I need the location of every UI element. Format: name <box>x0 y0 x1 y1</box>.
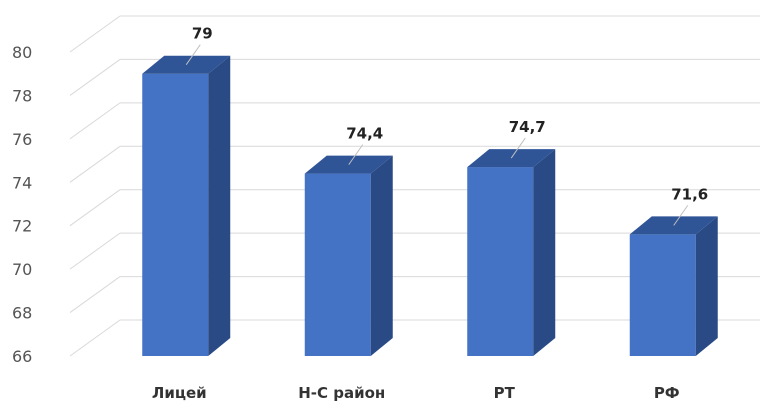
data-label-leader <box>673 205 689 226</box>
grid-line-diagonal <box>69 276 121 313</box>
data-labels: 79 74,4 74,7 71,6 <box>185 25 708 226</box>
data-label: 74,7 <box>509 118 546 136</box>
y-tick-label: 80 <box>12 43 32 62</box>
bar-front-face <box>467 167 534 356</box>
data-label: 71,6 <box>671 185 708 203</box>
grid-line-diagonal <box>69 102 121 140</box>
y-tick-label: 72 <box>12 217 32 236</box>
x-tick-label: РФ <box>654 384 680 402</box>
data-label-leader <box>348 144 364 165</box>
grid-line-diagonal <box>69 145 121 183</box>
bar <box>467 149 556 356</box>
y-tick-label: 70 <box>12 260 32 279</box>
bar-front-face <box>304 173 371 356</box>
y-axis: 66 68 70 72 74 76 78 80 <box>12 43 32 366</box>
grid-line-diagonal <box>69 319 121 357</box>
y-tick-label: 74 <box>12 173 32 192</box>
grid-line-diagonal <box>69 189 121 227</box>
bar-front-face <box>142 73 209 356</box>
bar-front-face <box>629 234 696 356</box>
data-label-leader <box>510 137 526 159</box>
bar <box>304 155 393 356</box>
bar <box>142 55 231 356</box>
y-tick-label: 68 <box>12 304 32 323</box>
grid-line-diagonal <box>69 15 121 53</box>
x-tick-label: Н-С район <box>298 384 385 402</box>
bar-side-face <box>208 55 231 356</box>
bar-side-face <box>370 155 393 356</box>
y-tick-label: 66 <box>12 347 32 366</box>
bars <box>142 55 718 356</box>
bar-side-face <box>533 149 556 356</box>
data-label: 74,4 <box>346 125 383 143</box>
y-tick-label: 78 <box>12 86 32 105</box>
data-label-leader <box>185 44 201 66</box>
y-tick-label: 76 <box>12 130 32 149</box>
x-axis: Лицей Н-С район РТ РФ <box>152 384 680 402</box>
data-label: 79 <box>192 25 213 43</box>
bar-side-face <box>695 216 718 356</box>
x-tick-label: Лицей <box>152 384 207 402</box>
bar <box>629 216 718 356</box>
grid-line-diagonal <box>69 232 121 270</box>
grid-line-diagonal <box>69 59 121 96</box>
x-tick-label: РТ <box>494 384 516 402</box>
